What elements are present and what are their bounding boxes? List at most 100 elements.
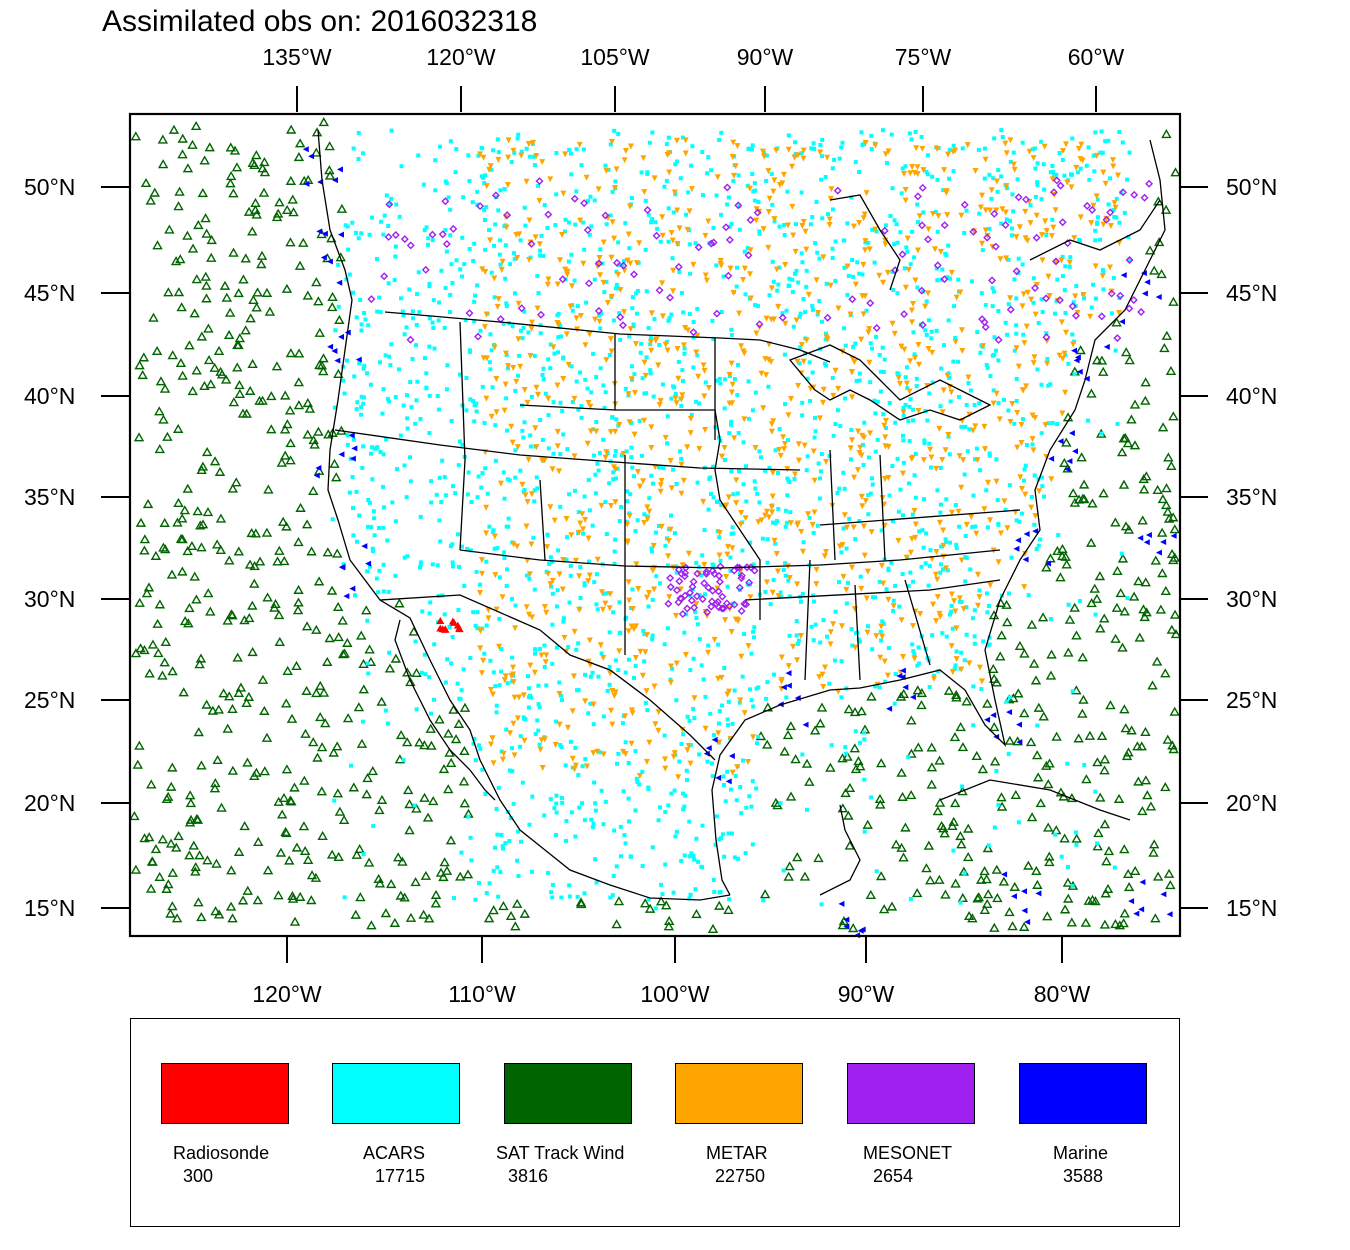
acars-marker [558,452,563,457]
acars-marker [660,892,665,897]
metar-marker [711,636,718,643]
acars-marker [963,579,968,584]
acars-marker [638,350,643,355]
metar-marker [651,683,658,690]
sat-track-wind-marker [281,698,292,708]
acars-marker [487,524,492,529]
acars-marker [874,869,879,874]
acars-marker [582,494,587,499]
sat-track-wind-marker [232,339,243,349]
sat-track-wind-marker [276,809,288,819]
acars-marker [873,449,878,454]
acars-marker [503,276,508,281]
acars-marker [509,160,514,165]
metar-marker [620,309,627,316]
sat-track-wind-marker [1152,871,1164,881]
acars-marker [1014,398,1019,403]
marine-marker [990,712,997,719]
acars-marker [607,353,612,358]
metar-marker [609,721,616,728]
acars-marker [629,364,634,369]
sat-track-wind-marker [1162,506,1173,516]
acars-marker [962,871,967,876]
metar-marker [747,247,754,254]
acars-marker [1014,331,1019,336]
acars-marker [461,195,466,200]
acars-marker [468,656,473,661]
acars-marker [402,332,407,337]
metar-marker [1014,409,1021,416]
acars-marker [381,562,386,567]
right-lat-label: 25°N [1226,687,1278,713]
sat-track-wind-marker [443,728,454,738]
acars-marker [808,399,813,404]
metar-marker [528,319,535,326]
acars-marker [895,291,900,296]
metar-marker [596,318,603,325]
acars-marker [925,418,930,423]
sat-track-wind-marker [229,145,241,155]
acars-marker [377,295,382,300]
metar-marker [763,315,770,322]
acars-marker [782,352,787,357]
metar-marker [1026,148,1033,155]
sat-track-wind-marker [336,203,348,213]
mesonet-marker [612,258,621,267]
mesonet-marker [708,586,717,595]
west-coast-line [317,129,731,901]
acars-marker [1068,255,1073,260]
sat-track-wind-marker [354,843,365,854]
marine-marker [1048,455,1055,462]
sat-track-wind-marker [253,836,264,847]
metar-marker [948,591,955,598]
acars-marker [607,481,612,486]
mesonet-marker [1022,195,1031,204]
metar-marker [1011,166,1018,173]
mesonet-marker [733,563,742,572]
acars-marker [684,768,689,773]
acars-marker [623,670,628,675]
metar-marker [487,163,494,170]
acars-marker [431,298,436,303]
acars-marker [813,241,818,246]
metar-marker [771,216,778,223]
sat-track-wind-marker [611,919,622,929]
sat-track-wind-marker [663,921,675,931]
metar-marker [902,197,909,204]
sat-track-wind-marker [280,450,291,460]
sat-track-wind-marker [1140,395,1151,405]
acars-marker [516,132,521,137]
metar-marker [790,643,797,650]
metar-marker [490,760,497,767]
metar-marker [604,299,611,306]
metar-marker [576,607,583,614]
acars-marker [972,641,977,646]
acars-marker [936,669,941,674]
acars-marker [394,202,399,207]
acars-marker [1115,421,1120,426]
acars-marker [701,677,706,682]
sat-track-wind-marker [243,206,255,216]
metar-marker [854,467,861,474]
acars-marker [482,651,487,656]
acars-marker [864,308,869,313]
metar-marker [597,642,604,649]
metar-marker [768,504,775,511]
acars-marker [674,570,679,575]
acars-marker [1099,431,1104,436]
metar-marker [626,419,633,426]
acars-marker [381,525,386,530]
sat-track-wind-marker [313,576,325,586]
acars-marker [996,358,1001,363]
metar-marker [820,386,827,393]
acars-marker [860,272,865,277]
sat-track-wind-marker [257,674,269,684]
acars-marker [493,423,498,428]
metar-marker [811,477,818,484]
acars-marker [879,528,884,533]
sat-track-wind-marker [981,874,992,884]
metar-marker [572,762,579,769]
acars-marker [448,207,453,212]
sat-track-wind-marker [1098,366,1109,376]
acars-marker [567,492,572,497]
